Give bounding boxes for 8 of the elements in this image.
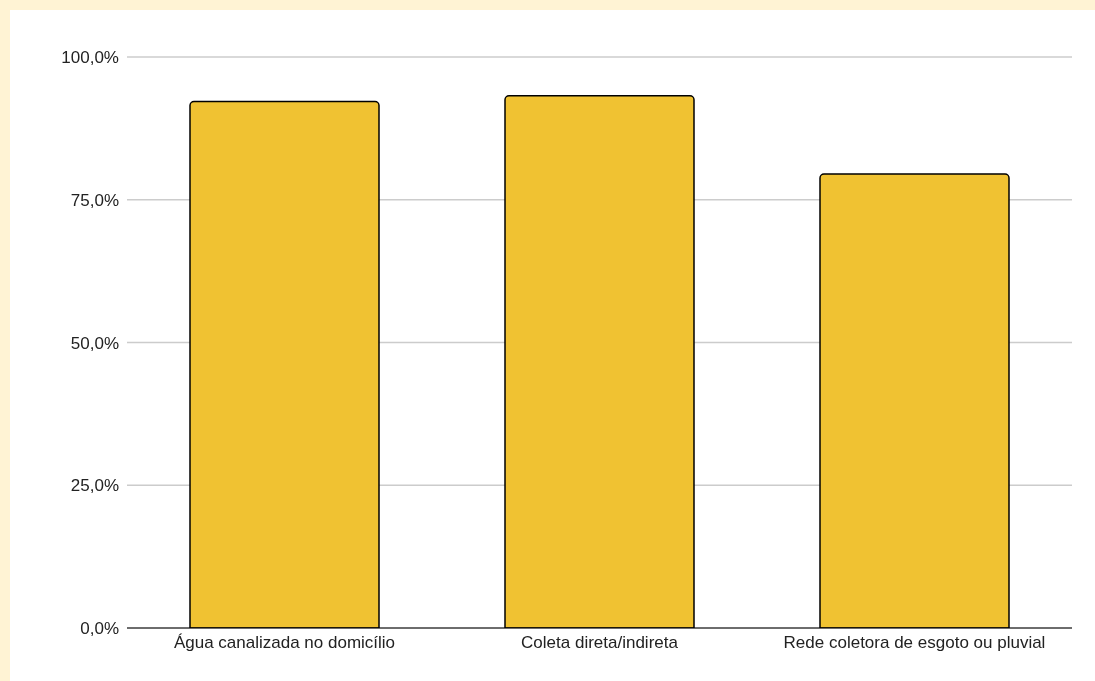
y-tick-label: 25,0%	[70, 476, 119, 496]
y-tick-label: 0,0%	[80, 619, 119, 639]
y-tick-label: 50,0%	[70, 333, 119, 353]
x-tick-label: Rede coletora de esgoto ou pluvial	[783, 633, 1046, 653]
y-tick-label: 75,0%	[70, 190, 119, 210]
y-tick-label: 100,0%	[61, 48, 119, 68]
x-tick-label: Água canalizada no domicílio	[173, 633, 396, 653]
x-tick-label: Coleta direta/indireta	[521, 633, 679, 653]
